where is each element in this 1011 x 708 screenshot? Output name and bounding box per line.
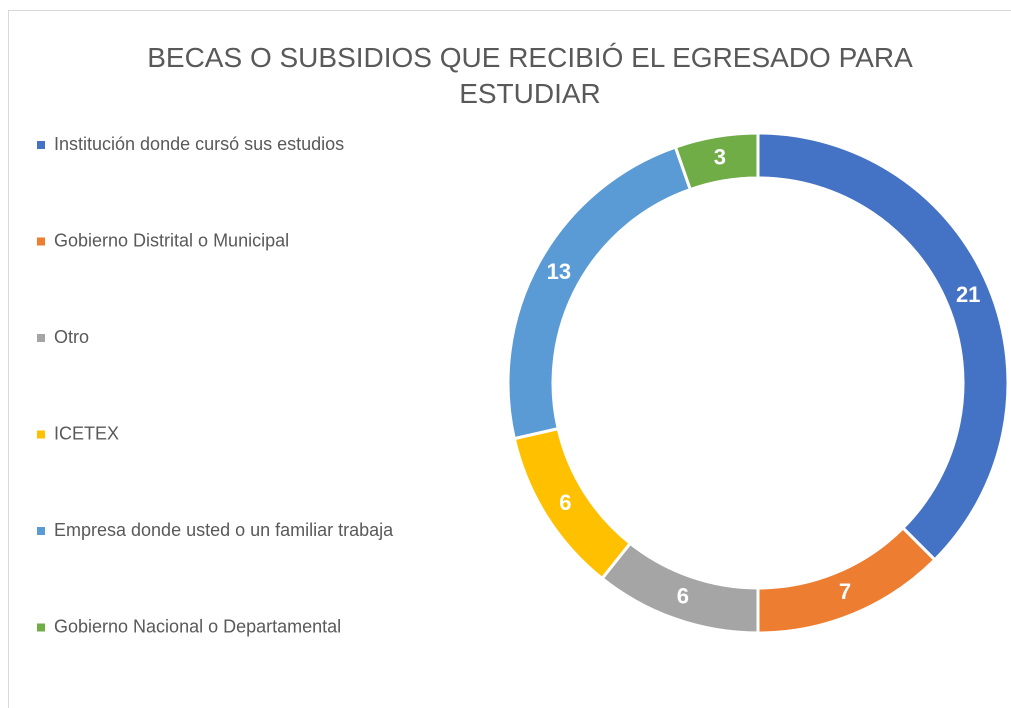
- legend-swatch: [37, 334, 45, 342]
- donut-segment: [512, 426, 633, 581]
- data-label: 3: [714, 145, 726, 170]
- chart-border: [8, 10, 1011, 708]
- data-label: 7: [839, 579, 851, 604]
- data-label: 6: [559, 490, 571, 515]
- legend-swatch: [37, 237, 45, 246]
- legend-label: Empresa donde usted o un familiar trabaj…: [54, 520, 394, 540]
- data-label: 21: [956, 282, 980, 307]
- legend-swatch: [37, 141, 45, 149]
- legend-swatch: [37, 527, 45, 535]
- legend-label: ICETEX: [54, 423, 119, 443]
- legend-label: Gobierno Nacional o Departamental: [54, 616, 341, 636]
- chart-title: BECAS O SUBSIDIOS QUE RECIBIÓ EL EGRESAD…: [147, 42, 913, 109]
- data-label: 6: [677, 584, 689, 609]
- donut-segment: [673, 131, 760, 192]
- legend-swatch: [37, 623, 45, 632]
- data-label: 13: [547, 259, 571, 284]
- donut-segment: [756, 131, 1010, 562]
- legend-swatch: [37, 430, 45, 439]
- donut-segment: [506, 145, 693, 441]
- legend-label: Institución donde cursó sus estudios: [54, 134, 344, 154]
- legend-label: Otro: [54, 327, 89, 347]
- legend-label: Gobierno Distrital o Municipal: [54, 230, 289, 250]
